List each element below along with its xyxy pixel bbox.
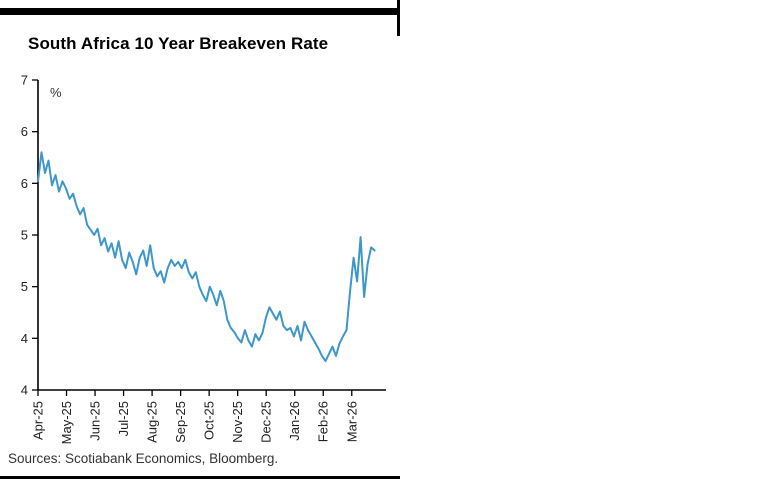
y-tick-label: 4: [21, 383, 28, 398]
sources-note: Sources: Scotiabank Economics, Bloomberg…: [8, 451, 279, 466]
x-tick-label: May-25: [59, 401, 74, 444]
x-tick-label: Mar-26: [344, 401, 359, 442]
y-tick-label: 6: [21, 124, 28, 139]
breakeven-series-line: [37, 151, 376, 363]
chart-title: South Africa 10 Year Breakeven Rate: [28, 34, 329, 53]
x-tick-label: Jul-25: [116, 401, 131, 436]
x-tick-label: Feb-26: [316, 401, 331, 442]
x-tick-label: Sep-25: [173, 401, 188, 443]
x-tick-label: Oct-25: [202, 401, 217, 440]
top-rule: [0, 8, 400, 15]
x-tick-label: Aug-25: [145, 401, 160, 443]
y-tick-label: 4: [21, 331, 28, 346]
y-tick-label: 7: [21, 73, 28, 88]
corner-rule: [397, 0, 400, 36]
x-tick-label: Dec-25: [259, 401, 274, 443]
bottom-rule: [0, 476, 400, 479]
y-tick-label: 6: [21, 176, 28, 191]
y-tick-label: 5: [21, 228, 28, 243]
y-axis-unit-label: %: [50, 85, 62, 100]
x-tick-label: Apr-25: [31, 401, 46, 440]
x-tick-label: Jun-25: [88, 401, 103, 441]
x-tick-label: Jan-26: [287, 401, 302, 441]
x-tick-label: Nov-25: [230, 401, 245, 443]
y-tick-label: 5: [21, 279, 28, 294]
